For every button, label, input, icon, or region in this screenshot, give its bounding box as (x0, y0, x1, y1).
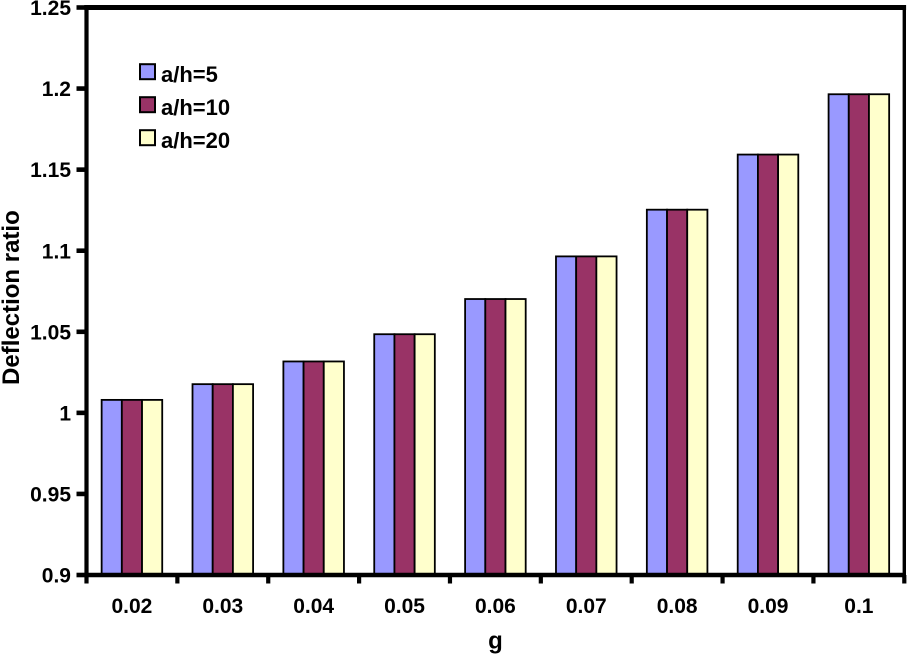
svg-text:0.06: 0.06 (475, 595, 516, 618)
svg-text:0.9: 0.9 (42, 565, 71, 588)
svg-text:0.02: 0.02 (111, 595, 152, 618)
svg-text:1.25: 1.25 (30, 0, 71, 20)
svg-text:1.2: 1.2 (42, 78, 71, 101)
svg-text:g: g (488, 628, 503, 654)
svg-text:a/h=5: a/h=5 (161, 62, 218, 87)
svg-text:1: 1 (59, 402, 71, 425)
svg-text:a/h=10: a/h=10 (161, 95, 230, 120)
svg-text:0.03: 0.03 (202, 595, 243, 618)
svg-text:0.09: 0.09 (748, 595, 789, 618)
svg-text:0.07: 0.07 (566, 595, 607, 618)
svg-text:1.05: 1.05 (30, 321, 71, 344)
svg-text:1.15: 1.15 (30, 159, 71, 182)
svg-text:0.95: 0.95 (30, 484, 71, 507)
svg-text:0.05: 0.05 (384, 595, 425, 618)
svg-text:a/h=20: a/h=20 (161, 128, 230, 153)
svg-text:1.1: 1.1 (42, 240, 72, 263)
svg-text:0.1: 0.1 (844, 595, 874, 618)
svg-text:0.04: 0.04 (293, 595, 334, 618)
svg-text:Deflection ratio: Deflection ratio (0, 210, 25, 385)
svg-text:0.08: 0.08 (657, 595, 698, 618)
